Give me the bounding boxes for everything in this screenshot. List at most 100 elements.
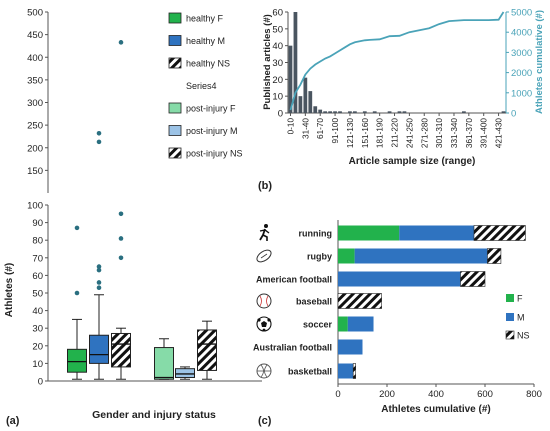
c-bar-segment-NS xyxy=(352,363,356,379)
panel-a-legend: healthy F healthy M healthy NS Series4 post-… xyxy=(168,12,243,159)
c-bar-segment-M xyxy=(347,316,374,332)
panel-a-xlabel: Gender and injury status xyxy=(92,409,216,421)
a-ytick-label: 30 xyxy=(32,324,43,335)
baseball-shape xyxy=(256,293,272,309)
panel-c-label: (c) xyxy=(258,415,272,427)
b-xtick-label: 301-310 xyxy=(435,118,444,148)
c-bar-segment-NS xyxy=(487,248,502,264)
panel-c-xlabel: Athletes cumulative (#) xyxy=(381,404,490,415)
article-count-bar xyxy=(348,111,352,113)
c-xtick-label: 0 xyxy=(335,389,340,400)
rugby-ball-seam xyxy=(260,253,268,259)
a-ytick-label: 90 xyxy=(32,218,43,229)
legend-swatch xyxy=(168,147,182,159)
b-xtick-label: 181-190 xyxy=(376,118,385,148)
b-ytick-left-label: 50 xyxy=(272,24,283,35)
a-ytick-label: 60 xyxy=(32,271,43,282)
box-post-injury-M xyxy=(175,366,195,380)
c-xtick-label: 600 xyxy=(477,389,493,400)
article-count-bar xyxy=(303,77,308,113)
outlier-point xyxy=(118,40,124,45)
panel-a-label: (a) xyxy=(6,415,20,427)
a-ytick-label: 10 xyxy=(32,359,43,370)
baseball-seams xyxy=(259,295,269,307)
article-count-bar xyxy=(308,91,313,113)
legend-swatch xyxy=(168,35,182,46)
article-count-bar xyxy=(462,111,466,113)
b-xtick-label: 241-250 xyxy=(405,118,414,148)
outlier-point xyxy=(96,139,102,145)
legend-label: healthy M xyxy=(186,36,225,46)
b-xtick-label: 61-70 xyxy=(316,118,325,139)
outlier-point xyxy=(96,267,102,273)
runner-leg xyxy=(262,234,268,241)
c-category-label: running xyxy=(299,229,333,239)
box-iqr xyxy=(89,334,109,364)
c-bar-segment-M xyxy=(354,248,488,264)
outlier-point xyxy=(74,290,80,296)
panel-b-axes: 0 10 20 30 40 50 60 0 1000 2000 3000 4000 5000 0-10 31… xyxy=(272,8,532,149)
b-xtick-label: 331-340 xyxy=(450,118,459,148)
panel-b-ylabel-right: Athletes cumulative (#) xyxy=(534,10,545,114)
soccer-ball-patch-small xyxy=(262,328,266,332)
c-category-label: soccer xyxy=(303,320,333,330)
c-legend-label: NS xyxy=(517,331,530,341)
panel-b-bars xyxy=(288,12,506,113)
b-ytick-right-label: 5000 xyxy=(511,8,532,19)
b-ytick-right-label: 0 xyxy=(511,109,516,120)
legend-swatch xyxy=(168,57,182,69)
box-healthy-F xyxy=(67,225,87,380)
legend-label: post-injury F xyxy=(186,104,236,114)
panel-b-bar-line-chart: 0 10 20 30 40 50 60 0 1000 2000 3000 4000 5000 0-10 31… xyxy=(258,8,545,193)
panel-c-bars xyxy=(337,225,526,379)
box-post-injury-F xyxy=(154,338,174,380)
outlier-point xyxy=(74,225,80,231)
outlier-point xyxy=(96,280,102,285)
c-bar-segment-NS xyxy=(460,271,486,287)
outlier-point xyxy=(118,255,124,261)
c-legend-label: F xyxy=(517,294,523,304)
article-count-bar xyxy=(402,111,407,113)
b-ytick-left-label: 10 xyxy=(272,92,283,103)
article-count-bar xyxy=(288,45,293,113)
article-count-bar xyxy=(323,111,328,113)
b-xtick-label: 271-280 xyxy=(420,118,429,148)
article-count-bar xyxy=(298,96,303,113)
a-ytick-label: 0 xyxy=(38,377,43,388)
c-bar-segment-F xyxy=(338,248,355,264)
article-count-bar xyxy=(372,111,377,113)
c-category-label: basketball xyxy=(288,367,332,377)
b-ytick-right-label: 1000 xyxy=(511,88,532,99)
cumulative-athletes-line xyxy=(289,11,505,111)
article-count-bar xyxy=(313,106,318,113)
b-xtick-label: 421-430 xyxy=(495,118,504,148)
a-ytick-label: 300 xyxy=(27,98,43,109)
a-ytick-label: 400 xyxy=(27,53,43,64)
b-ytick-left-label: 60 xyxy=(272,8,283,19)
soccer-ball-icon xyxy=(256,316,272,332)
b-xtick-label: 151-160 xyxy=(361,118,370,148)
c-legend-swatch xyxy=(505,330,515,340)
soccer-ball-patch-small xyxy=(267,318,271,322)
a-ytick-label: 50 xyxy=(32,289,43,300)
b-xtick-label: 31-40 xyxy=(301,118,310,139)
legend-swatch xyxy=(168,125,182,136)
a-ytick-label: 350 xyxy=(27,75,43,86)
c-legend-swatch xyxy=(506,313,514,321)
b-ytick-right-label: 2000 xyxy=(511,68,532,79)
legend-swatch xyxy=(168,102,182,114)
article-count-bar xyxy=(293,12,298,113)
a-ytick-label: 70 xyxy=(32,253,43,264)
article-count-bar xyxy=(501,111,506,113)
box-iqr xyxy=(67,348,87,373)
soccer-ball-patch-small xyxy=(257,318,261,322)
panel-c-legend: FM NS xyxy=(505,294,530,341)
article-count-bar xyxy=(397,111,402,113)
legend-label: Series4 xyxy=(186,81,217,91)
b-xtick-label: 361-370 xyxy=(465,118,474,148)
c-bar-segment-M xyxy=(338,363,354,379)
a-ytick-label: 500 xyxy=(27,8,43,19)
runner-head xyxy=(264,224,268,228)
c-category-label: rugby xyxy=(307,252,332,262)
legend-label: post-injury NS xyxy=(186,149,243,159)
